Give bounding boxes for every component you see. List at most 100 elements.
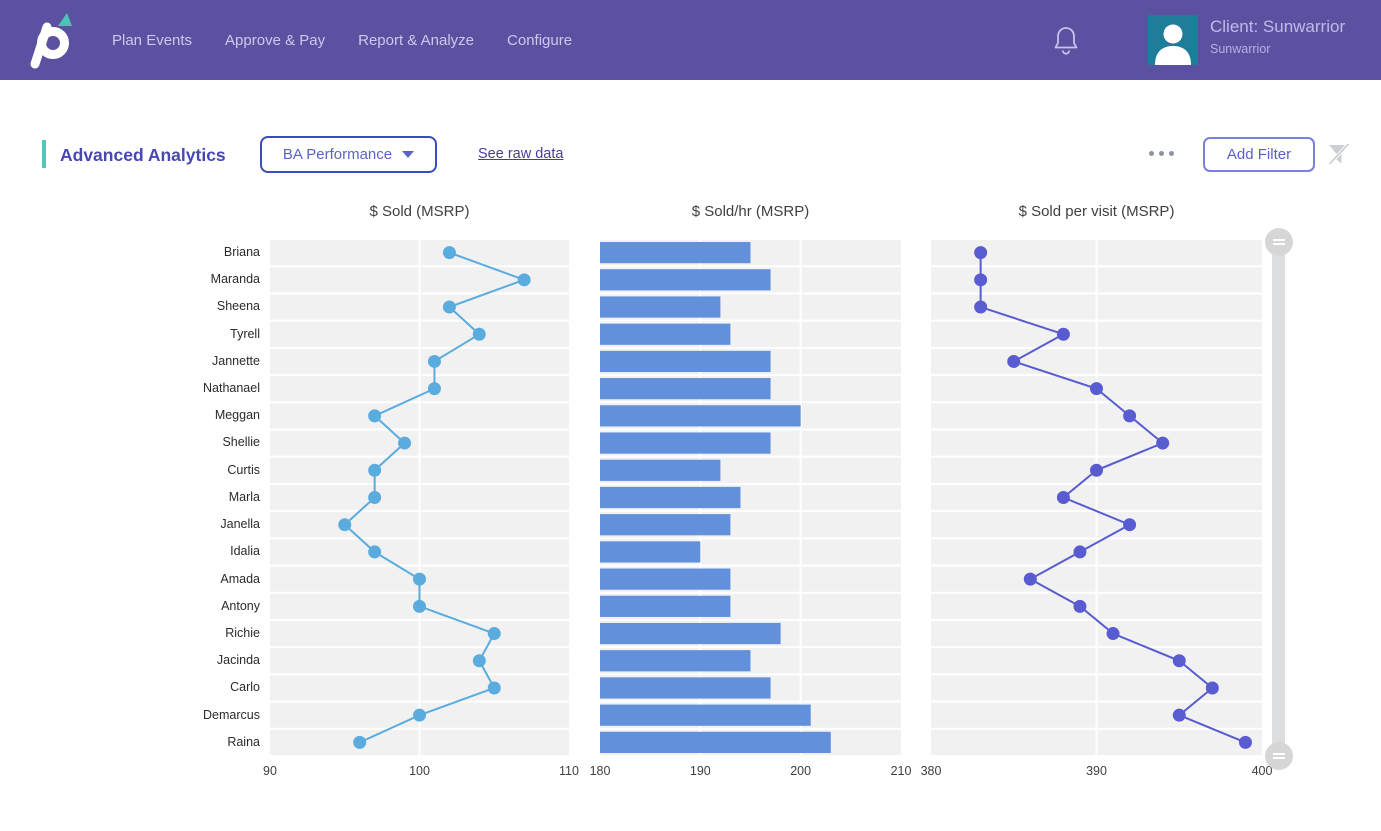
data-point[interactable] <box>442 300 456 314</box>
data-point[interactable] <box>427 382 441 396</box>
nav-item-approve-pay[interactable]: Approve & Pay <box>225 31 326 49</box>
x-axis: 380 390 400 <box>921 764 1273 780</box>
data-point[interactable] <box>1238 735 1252 749</box>
x-tick-label: 400 <box>1251 764 1273 778</box>
data-point[interactable] <box>1172 708 1186 722</box>
bar[interactable] <box>600 595 731 617</box>
slider-track[interactable] <box>1272 242 1285 755</box>
row-label: Maranda <box>210 272 260 287</box>
bar[interactable] <box>600 242 751 264</box>
data-point[interactable] <box>398 436 412 450</box>
gridline <box>799 240 802 757</box>
x-axis: 180 190 200 210 <box>590 764 912 780</box>
bar[interactable] <box>600 622 781 645</box>
client-menu[interactable]: Client: Sunwarrior Sunwarrior <box>1210 17 1345 56</box>
data-point[interactable] <box>1123 409 1137 423</box>
data-point[interactable] <box>487 627 501 641</box>
data-point[interactable] <box>1007 354 1021 368</box>
nav-item-configure[interactable]: Configure <box>507 31 573 49</box>
data-point[interactable] <box>974 246 988 260</box>
data-point[interactable] <box>1056 327 1070 341</box>
main-nav: Plan Events Approve & Pay Report & Analyze… <box>112 0 572 80</box>
data-point[interactable] <box>1090 382 1103 396</box>
data-point[interactable] <box>1023 572 1037 586</box>
client-title: Client: Sunwarrior <box>1210 17 1346 36</box>
bar[interactable] <box>600 486 741 509</box>
bar[interactable] <box>600 677 771 699</box>
slider-handle-bottom[interactable] <box>1265 742 1293 770</box>
bar[interactable] <box>600 514 731 536</box>
data-point[interactable] <box>353 735 367 749</box>
data-point[interactable] <box>1090 463 1103 477</box>
data-point[interactable] <box>1056 491 1070 504</box>
see-raw-data-link[interactable]: See raw data <box>478 146 564 162</box>
row-label: Nathanael <box>203 381 260 396</box>
data-point[interactable] <box>974 273 988 287</box>
bar[interactable] <box>600 378 771 400</box>
client-subtitle: Sunwarrior <box>1210 42 1271 56</box>
data-point[interactable] <box>472 654 486 668</box>
x-tick-label: 110 <box>559 764 579 778</box>
data-point[interactable] <box>1123 518 1137 532</box>
bar[interactable] <box>600 323 731 345</box>
data-point[interactable] <box>368 463 382 477</box>
data-point[interactable] <box>1205 681 1219 695</box>
vertical-range-slider <box>1265 228 1293 770</box>
data-point[interactable] <box>413 599 426 613</box>
gridline <box>418 240 421 757</box>
data-point[interactable] <box>368 491 382 504</box>
row-label: Sheena <box>216 299 260 314</box>
data-point[interactable] <box>1106 627 1120 641</box>
data-point[interactable] <box>413 708 426 722</box>
data-point[interactable] <box>427 354 441 368</box>
data-point[interactable] <box>1073 599 1087 613</box>
chevron-down-icon <box>402 151 415 158</box>
data-point[interactable] <box>517 273 531 287</box>
data-point[interactable] <box>974 300 988 314</box>
report-view-dropdown[interactable]: BA Performance <box>260 136 437 173</box>
data-point[interactable] <box>1172 654 1186 668</box>
data-point[interactable] <box>368 545 382 559</box>
row-label: Meggan <box>214 408 260 423</box>
data-point[interactable] <box>368 409 382 423</box>
nav-item-plan-events[interactable]: Plan Events <box>112 31 193 49</box>
bar[interactable] <box>600 405 801 427</box>
data-point[interactable] <box>413 572 426 586</box>
bar[interactable] <box>600 568 731 590</box>
x-tick-label: 210 <box>890 764 912 778</box>
data-point[interactable] <box>1156 436 1170 450</box>
bar[interactable] <box>600 704 811 726</box>
user-avatar[interactable] <box>1148 15 1198 65</box>
add-filter-button[interactable]: Add Filter <box>1203 137 1315 172</box>
bar[interactable] <box>600 731 831 753</box>
notifications-bell-icon[interactable] <box>1051 24 1081 56</box>
chart-title: $ Sold per visit (MSRP) <box>1018 203 1175 220</box>
bar[interactable] <box>600 269 771 291</box>
filter-off-icon[interactable] <box>1326 141 1352 167</box>
bar[interactable] <box>600 296 721 318</box>
bar[interactable] <box>600 432 771 454</box>
nav-item-report-analyze[interactable]: Report & Analyze <box>358 31 475 49</box>
row-label: Antony <box>221 598 260 613</box>
row-label: Shellie <box>222 435 260 450</box>
bar[interactable] <box>600 650 751 672</box>
row-label: Jacinda <box>216 653 260 668</box>
category-axis: Briana Maranda Sheena Tyrell Jannette Nathana… <box>100 240 260 757</box>
app-logo-icon[interactable] <box>26 11 74 69</box>
x-tick-label: 380 <box>920 764 942 778</box>
page-title: Advanced Analytics <box>60 145 226 165</box>
more-options-icon[interactable] <box>1149 151 1174 156</box>
x-tick-label: 100 <box>409 764 430 778</box>
data-point[interactable] <box>442 246 456 260</box>
data-point[interactable] <box>338 518 352 532</box>
data-point[interactable] <box>1073 545 1087 559</box>
bar[interactable] <box>600 350 771 373</box>
chart-plot-area <box>931 240 1262 757</box>
data-point[interactable] <box>472 327 486 341</box>
app-header: Plan Events Approve & Pay Report & Analyze… <box>0 0 1381 80</box>
data-point[interactable] <box>487 681 501 695</box>
bar[interactable] <box>600 541 701 563</box>
title-accent-bar <box>42 140 46 168</box>
slider-handle-top[interactable] <box>1265 228 1293 256</box>
bar[interactable] <box>600 459 721 481</box>
